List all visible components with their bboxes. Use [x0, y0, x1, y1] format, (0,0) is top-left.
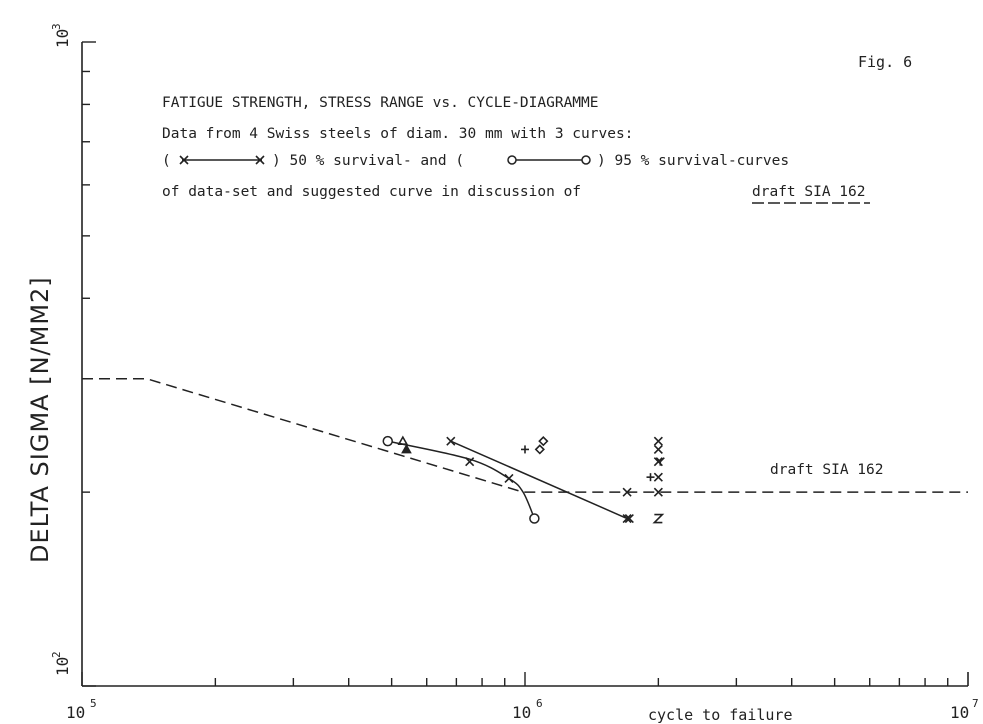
series-point-95-survival: [529, 513, 540, 524]
data-point-x: [504, 473, 514, 484]
y-tick-base: 10: [53, 29, 72, 48]
data-point-diamond: [538, 436, 549, 447]
y-axis-label: DELTA SIGMA [N/MM2]: [26, 276, 54, 563]
series-point-95-survival: [382, 435, 394, 447]
chart-title: FATIGUE STRENGTH, STRESS RANGE vs. CYCLE…: [162, 95, 599, 111]
data-point-plus: [521, 445, 529, 454]
series-line-50-survival: [450, 440, 628, 520]
data-point-x: [622, 487, 632, 497]
legend-50-text: ) 50 % survival- and (: [272, 153, 464, 169]
x-tick-label-1e6: 10 6: [512, 697, 543, 722]
x-tick-base: 10: [66, 703, 85, 722]
data-point-x: [465, 457, 475, 467]
draft-sia-annotation: draft SIA 162: [770, 462, 884, 478]
chart-subtitle: Data from 4 Swiss steels of diam. 30 mm …: [162, 126, 633, 142]
legend-line4-text: of data-set and suggested curve in discu…: [162, 184, 581, 200]
series-point-50-survival: [446, 436, 456, 446]
x-axis-label: cycle to failure: [648, 706, 793, 724]
y-tick-label-top: 10 3: [50, 23, 72, 48]
data-point-plus: [646, 473, 655, 482]
x-tick-label-1e5: 10 5: [66, 697, 97, 722]
data-point-x: [653, 472, 663, 482]
legend-50-marker-right: [255, 155, 265, 165]
y-tick-exp: 3: [50, 23, 63, 30]
legend-95-marker-right: [581, 155, 591, 165]
x-tick-label-1e7: 10 7: [950, 697, 979, 722]
series-point-50-survival: [622, 513, 632, 524]
x-tick-base: 10: [950, 703, 969, 722]
legend-95-marker-left: [507, 155, 517, 165]
legend-95-text: ) 95 % survival-curves: [597, 153, 789, 169]
data-point-x: [653, 444, 663, 454]
data-point-x: [653, 436, 663, 446]
y-tick-label-bottom: 10 2: [50, 651, 72, 676]
data-point-diamond: [534, 444, 545, 455]
x-tick-base: 10: [512, 703, 531, 722]
y-tick-exp: 2: [50, 651, 63, 658]
x-tick-exp: 6: [536, 697, 543, 710]
legend-line4-link: draft SIA 162: [752, 184, 866, 200]
axis-ticks: [81, 41, 949, 687]
data-point-triangle-filled: [401, 443, 412, 454]
legend-open-paren: (: [162, 153, 171, 169]
figure-label: Fig. 6: [858, 53, 912, 71]
data-point-Y: [655, 457, 665, 466]
data-point-Z: [652, 513, 665, 524]
x-tick-exp: 7: [972, 697, 979, 710]
x-tick-exp: 5: [90, 697, 97, 710]
y-tick-base: 10: [53, 657, 72, 676]
data-point-triangle-open: [397, 435, 409, 445]
legend-line: ( ) 50 % survival- and ( ) 95 % survival…: [162, 153, 789, 169]
plot-points: [397, 435, 665, 524]
legend-50-marker-left: [179, 155, 189, 165]
data-point-x: [653, 487, 663, 497]
series-line-draft-sia-162: [82, 377, 968, 493]
data-point-x: [624, 513, 634, 524]
